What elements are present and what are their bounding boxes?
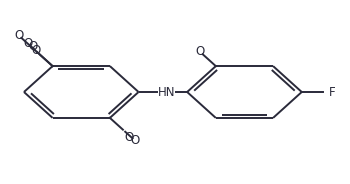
- Text: O: O: [130, 134, 139, 147]
- Text: O: O: [125, 131, 134, 144]
- Text: HN: HN: [158, 86, 175, 98]
- Text: O: O: [15, 29, 24, 43]
- Text: O: O: [29, 40, 38, 53]
- Text: O: O: [23, 37, 33, 50]
- Text: O: O: [31, 44, 40, 57]
- Text: F: F: [329, 86, 335, 98]
- Text: O: O: [195, 45, 204, 58]
